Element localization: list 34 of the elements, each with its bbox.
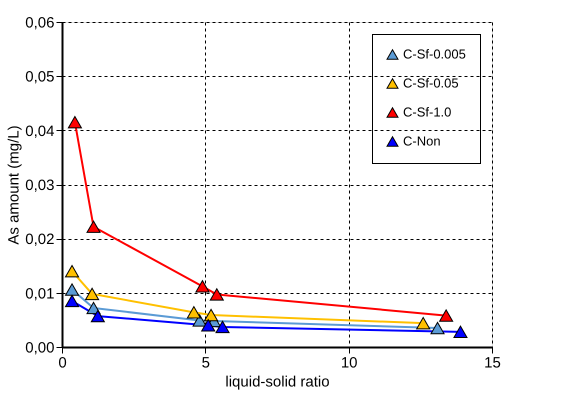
point (90, 310, 105, 322)
x-tick-label: 0 (58, 354, 67, 372)
y-tick-label: 0,02 (25, 231, 54, 248)
y-tick-label: 0,00 (25, 340, 54, 356)
point (210, 288, 224, 301)
y-tick-label: 0,03 (25, 177, 54, 194)
point (65, 294, 80, 308)
legend-label: C-Non (403, 134, 441, 148)
x-tick-label: 15 (484, 354, 501, 372)
y-tick-label: 0,01 (25, 285, 54, 302)
point (204, 308, 218, 322)
point (186, 306, 201, 318)
point (416, 317, 430, 330)
y-tick-label: 0,05 (25, 68, 54, 86)
point (453, 326, 468, 338)
point (201, 319, 216, 332)
point (430, 322, 445, 334)
legend-label: C-Sf-0.05 (403, 76, 459, 90)
point (65, 283, 80, 296)
x-axis-title: liquid-solid ratio (225, 374, 330, 390)
point (195, 280, 210, 292)
point (65, 265, 80, 278)
point (86, 220, 101, 233)
x-tick-label: 5 (202, 354, 210, 372)
point (216, 320, 230, 334)
point (85, 288, 100, 300)
y-axis-title: As amount (mg/L) (5, 125, 22, 245)
point (439, 309, 454, 322)
legend-label: C-Sf-1.0 (403, 104, 452, 120)
x-tick-label: 10 (340, 354, 358, 372)
point (68, 116, 82, 128)
y-tick-label: 0,06 (25, 14, 54, 32)
legend-label: C-Sf-0.005 (403, 46, 466, 62)
y-tick-label: 0,04 (25, 122, 54, 140)
